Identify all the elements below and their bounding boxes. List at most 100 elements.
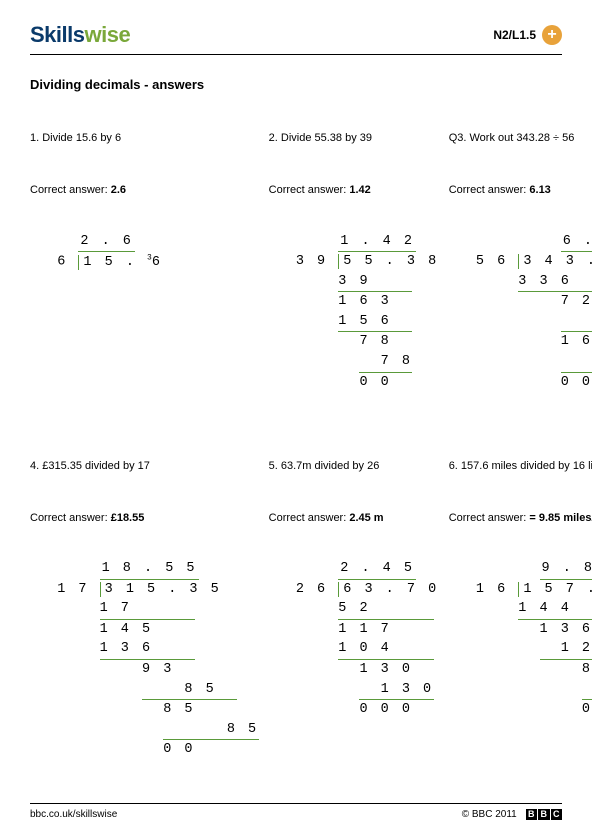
question-text: 2. Divide 55.38 by 39 xyxy=(269,132,439,160)
problem-4: 4. £315.35 divided by 17 Correct answer:… xyxy=(30,460,259,780)
divisor: 1 7 xyxy=(57,582,89,597)
step: 7 8 xyxy=(359,354,412,369)
step: 0 0 0 xyxy=(518,375,592,390)
skillswise-logo: Skillswise xyxy=(30,22,130,48)
question-text: Q3. Work out 343.28 ÷ 56 xyxy=(449,132,592,160)
page-footer: bbc.co.uk/skillswise © BBC 2011 BBC xyxy=(30,803,562,820)
question-text: 6. 157.6 miles divided by 16 litres xyxy=(449,460,592,488)
page-title: Dividing decimals - answers xyxy=(30,77,562,92)
quotient: 1 . 4 2 xyxy=(340,234,414,249)
dividend: 1 5 7 . 6 0 xyxy=(523,582,592,597)
question-text: 4. £315.35 divided by 17 xyxy=(30,460,259,488)
carry: 3 xyxy=(147,253,152,262)
step: 8 5 xyxy=(100,702,195,717)
step: 8 5 xyxy=(142,682,216,697)
dividend: 3 1 5 . 3 5 xyxy=(105,582,222,597)
divisor: 5 6 xyxy=(476,254,508,269)
step: 1 6 3 xyxy=(338,294,391,309)
answer-value: 6.13 xyxy=(529,184,550,196)
step: 1 0 4 xyxy=(338,641,391,656)
answer-line: Correct answer: £18.55 xyxy=(30,512,259,524)
step: 1 6 8 xyxy=(561,354,592,369)
worksheet-page: Skillswise N2/L1.5 + Dividing decimals -… xyxy=(0,0,592,779)
step: 9 3 xyxy=(100,662,174,677)
step: 1 5 6 xyxy=(338,314,391,329)
logo-part-2: wise xyxy=(84,22,130,47)
step: 8 0 xyxy=(518,662,592,677)
long-division-6: 9 . 8 5 1 6 1 5 7 . 6 0 1 4 4 1 3 6 1 2 … xyxy=(455,540,592,740)
step: 1 3 0 xyxy=(338,662,412,677)
dividend: 6 3 . 7 0 xyxy=(343,582,438,597)
quotient: 9 . 8 5 xyxy=(542,561,592,576)
answer-prefix: Correct answer: xyxy=(30,512,111,524)
problem-1: 1. Divide 15.6 by 6 Correct answer: 2.6 … xyxy=(30,132,259,412)
step: 1 2 8 xyxy=(540,641,592,656)
step: 7 8 xyxy=(338,334,391,349)
copyright: © BBC 2011 xyxy=(462,809,517,820)
page-header: Skillswise N2/L1.5 + xyxy=(30,22,562,55)
quotient: 1 8 . 5 5 xyxy=(102,561,197,576)
step: 1 7 xyxy=(100,601,132,616)
level-code: N2/L1.5 xyxy=(493,28,536,42)
step: 3 9 xyxy=(338,274,370,289)
step: 5 6 xyxy=(561,314,592,329)
step: 1 4 5 xyxy=(100,622,153,637)
logo-part-1: Skills xyxy=(30,22,84,47)
step: 0 0 0 xyxy=(338,702,412,717)
answer-line: Correct answer: 6.13 xyxy=(449,184,592,196)
problem-3: Q3. Work out 343.28 ÷ 56 Correct answer:… xyxy=(449,132,592,412)
problems-grid: 1. Divide 15.6 by 6 Correct answer: 2.6 … xyxy=(30,132,562,779)
answer-prefix: Correct answer: xyxy=(449,184,530,196)
step: 3 3 6 xyxy=(518,274,571,289)
answer-prefix: Correct answer: xyxy=(269,512,350,524)
problem-6: 6. 157.6 miles divided by 16 litres Corr… xyxy=(449,460,592,780)
step: 1 4 4 xyxy=(518,601,571,616)
answer-prefix: Correct answer: xyxy=(269,184,350,196)
step: 1 3 6 xyxy=(100,641,153,656)
step: 1 6 8 xyxy=(518,334,592,349)
answer-prefix: Correct answer: xyxy=(30,184,111,196)
step: 8 5 xyxy=(163,722,258,737)
question-text: 1. Divide 15.6 by 6 xyxy=(30,132,259,160)
step: 8 0 xyxy=(582,682,592,697)
answer-value: 2.6 xyxy=(111,184,126,196)
plus-icon: + xyxy=(542,25,562,45)
quotient: 2 . 6 xyxy=(80,234,133,249)
long-division-5: 2 . 4 5 2 6 6 3 . 7 0 5 2 1 1 7 1 0 4 1 … xyxy=(275,540,439,740)
dividend: 5 5 . 3 8 xyxy=(343,254,438,269)
step: 0 0 xyxy=(100,742,195,757)
problem-5: 5. 63.7m divided by 26 Correct answer: 2… xyxy=(269,460,439,780)
quotient: 2 . 4 5 xyxy=(340,561,414,576)
step: 1 3 6 xyxy=(518,622,592,637)
long-division-4: 1 8 . 5 5 1 7 3 1 5 . 3 5 1 7 1 4 5 1 3 … xyxy=(36,540,259,780)
problem-2: 2. Divide 55.38 by 39 Correct answer: 1.… xyxy=(269,132,439,412)
answer-line: Correct answer: 2.45 m xyxy=(269,512,439,524)
step: 0 0 xyxy=(338,375,391,390)
answer-value: £18.55 xyxy=(111,512,145,524)
answer-value: 1.42 xyxy=(349,184,370,196)
step: 1 3 0 xyxy=(359,682,433,697)
divisor: 2 6 xyxy=(296,582,328,597)
answer-value: 2.45 m xyxy=(349,512,383,524)
divisor: 3 9 xyxy=(296,254,328,269)
answer-line: Correct answer: 2.6 xyxy=(30,184,259,196)
answer-line: Correct answer: 1.42 xyxy=(269,184,439,196)
step: 1 1 7 xyxy=(338,622,391,637)
header-right: N2/L1.5 + xyxy=(493,25,562,45)
answer-prefix: Correct answer: xyxy=(449,512,530,524)
long-division-1: 2 . 6 6 1 5 . 36 xyxy=(36,212,259,292)
divisor: 6 xyxy=(57,255,68,270)
long-division-3: 6 . 1 3 5 6 3 4 3 . 2 8 3 3 6 7 2 5 6 1 … xyxy=(455,212,592,412)
bbc-logo-icon: BBC xyxy=(526,809,563,820)
answer-line: Correct answer: = 9.85 miles/litre xyxy=(449,512,592,524)
dividend: 3 4 3 . 2 8 xyxy=(523,254,592,269)
step: 7 2 xyxy=(518,294,592,309)
question-text: 5. 63.7m divided by 26 xyxy=(269,460,439,488)
divisor: 1 6 xyxy=(476,582,508,597)
long-division-2: 1 . 4 2 3 9 5 5 . 3 8 3 9 1 6 3 1 5 6 7 … xyxy=(275,212,439,412)
step: 5 2 xyxy=(338,601,370,616)
footer-url: bbc.co.uk/skillswise xyxy=(30,809,117,820)
answer-value: = 9.85 miles/litre xyxy=(529,512,592,524)
step: 0 0 xyxy=(518,702,592,717)
footer-right: © BBC 2011 BBC xyxy=(462,809,562,820)
